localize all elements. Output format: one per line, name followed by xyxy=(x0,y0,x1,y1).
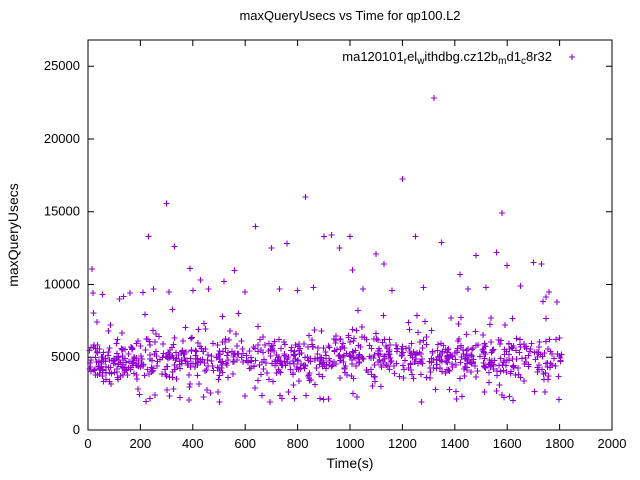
y-tick-label: 10000 xyxy=(44,276,80,291)
data-points xyxy=(86,95,565,405)
x-tick-label: 1800 xyxy=(545,436,574,451)
y-axis-label: maxQueryUsecs xyxy=(5,183,21,286)
legend: ma120101r​elw​ithdbg.cz12bm​d1c​8r32 xyxy=(342,49,575,67)
axis-ticks: 0 200 400 600 800 1000 1200 1400 1600 1800 2000050… xyxy=(44,40,627,451)
x-tick-label: 1200 xyxy=(388,436,417,451)
x-axis-label: Time(s) xyxy=(327,455,374,471)
legend-plus-marker-icon xyxy=(569,54,575,60)
legend-series-label: ma120101r​elw​ithdbg.cz12bm​d1c​8r32 xyxy=(342,49,552,67)
x-tick-label: 800 xyxy=(287,436,309,451)
x-tick-label: 2000 xyxy=(598,436,627,451)
x-tick-label: 1600 xyxy=(493,436,522,451)
x-tick-label: 600 xyxy=(234,436,256,451)
y-tick-label: 5000 xyxy=(51,349,80,364)
x-tick-label: 1000 xyxy=(336,436,365,451)
series-plus-markers xyxy=(86,95,565,405)
chart-title: maxQueryUsecs vs Time for qp100.L2 xyxy=(239,8,460,23)
y-tick-label: 15000 xyxy=(44,204,80,219)
x-tick-label: 0 xyxy=(84,436,91,451)
y-tick-label: 0 xyxy=(73,422,80,437)
x-tick-label: 400 xyxy=(182,436,204,451)
x-tick-label: 200 xyxy=(130,436,152,451)
y-tick-label: 20000 xyxy=(44,131,80,146)
y-tick-label: 25000 xyxy=(44,58,80,73)
x-tick-label: 1400 xyxy=(440,436,469,451)
